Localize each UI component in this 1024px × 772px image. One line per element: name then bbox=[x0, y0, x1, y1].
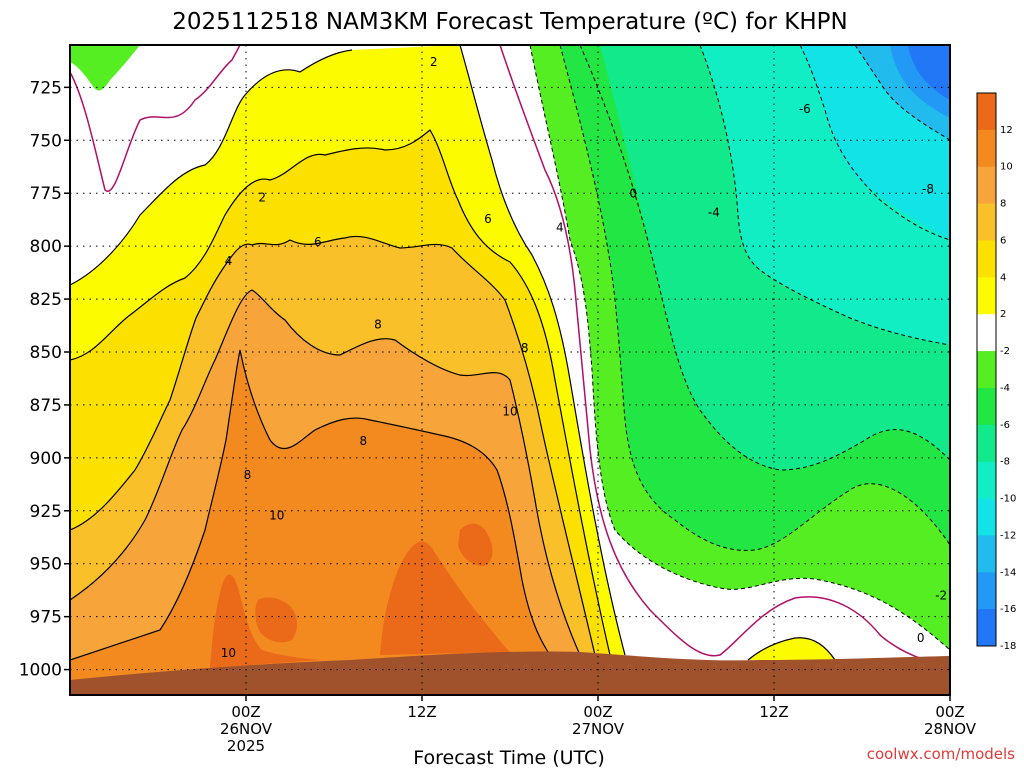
colorbar-swatch bbox=[977, 461, 996, 500]
contour-label: 10 bbox=[269, 508, 284, 522]
colorbar-label: -4 bbox=[1000, 383, 1010, 394]
contour-label: -8 bbox=[922, 182, 934, 196]
colorbar-label: -18 bbox=[1000, 641, 1016, 652]
contour-label: 10 bbox=[221, 646, 236, 660]
colorbar-label: 12 bbox=[1000, 125, 1013, 136]
x-tick-label: 00Z bbox=[935, 703, 964, 721]
y-tick-label: 725 bbox=[30, 78, 62, 98]
band-12-to-14 bbox=[210, 574, 320, 668]
colorbar-swatch bbox=[977, 351, 996, 389]
colorbar-swatch bbox=[977, 93, 996, 131]
colorbar-label: 6 bbox=[1000, 235, 1006, 246]
contour-label: 4 bbox=[225, 254, 233, 268]
colorbar-label: -16 bbox=[1000, 604, 1016, 615]
x-tick-label: 00Z bbox=[231, 703, 260, 721]
y-tick-label: 900 bbox=[30, 449, 62, 469]
colorbar-swatch bbox=[977, 129, 996, 168]
x-tick-label: 27NOV bbox=[572, 720, 625, 738]
colorbar-label: -2 bbox=[1000, 346, 1010, 357]
colorbar-label: 4 bbox=[1000, 272, 1006, 283]
chart-title: 2025112518 NAM3KM Forecast Temperature (… bbox=[172, 9, 847, 35]
contour-label: -2 bbox=[935, 589, 947, 603]
colorbar-swatch bbox=[977, 203, 996, 241]
contour-lines bbox=[70, 45, 836, 661]
y-axis: 725 750 775 800 825 850 875 900 925 950 975 1000 bbox=[19, 78, 70, 681]
x-tick-label: 12Z bbox=[407, 703, 436, 721]
y-tick-label: 875 bbox=[30, 396, 62, 416]
colorbar-label: -12 bbox=[1000, 530, 1016, 541]
band-top-left-green bbox=[70, 45, 140, 91]
y-tick-label: 850 bbox=[30, 343, 62, 363]
plot-frame bbox=[69, 44, 951, 696]
band-12-to-14-d bbox=[458, 523, 493, 566]
colorbar-swatch bbox=[977, 314, 996, 352]
temperature-field bbox=[70, 45, 950, 695]
contour-label: 8 bbox=[360, 434, 368, 448]
x-axis-label: Forecast Time (UTC) bbox=[413, 747, 604, 768]
y-tick-label: 825 bbox=[30, 290, 62, 310]
colorbar-label: -6 bbox=[1000, 420, 1010, 431]
colorbar-swatch bbox=[977, 572, 996, 610]
colorbar-swatch bbox=[977, 166, 996, 205]
y-tick-label: 775 bbox=[30, 184, 62, 204]
colorbar-swatch bbox=[977, 387, 996, 426]
colorbar-swatch bbox=[977, 424, 996, 463]
contour-label: 2 bbox=[258, 191, 266, 205]
contour-label: 2 bbox=[430, 55, 438, 69]
contour-label: 6 bbox=[484, 212, 492, 226]
colorbar-label: -8 bbox=[1000, 457, 1010, 468]
colorbar-label: -14 bbox=[1000, 567, 1016, 578]
colorbar-swatch bbox=[977, 609, 996, 647]
contour-label: 0 bbox=[629, 186, 637, 200]
band-12-to-14-c bbox=[255, 597, 298, 643]
terrain bbox=[70, 651, 950, 695]
y-tick-label: 1000 bbox=[19, 661, 62, 681]
x-tick-label: 28NOV bbox=[924, 720, 977, 738]
freezing-contours bbox=[70, 45, 926, 661]
y-tick-label: 975 bbox=[30, 608, 62, 628]
contour-label: 0 bbox=[917, 631, 925, 645]
colorbar-label: -10 bbox=[1000, 494, 1016, 505]
y-tick-label: 950 bbox=[30, 555, 62, 575]
contour-label: 4 bbox=[556, 220, 564, 234]
contour-label: 8 bbox=[521, 341, 529, 355]
colorbar-frame bbox=[976, 92, 997, 647]
colorbar-swatch bbox=[977, 535, 996, 573]
colorbar-label: 10 bbox=[1000, 162, 1013, 173]
contour-labels: 2 2 4 6 4 6 8 8 8 10 8 10 10 0 -4 -6 -8 -2 0 bbox=[221, 55, 947, 660]
y-tick-label: 800 bbox=[30, 237, 62, 257]
y-tick-label: 750 bbox=[30, 131, 62, 151]
colorbar-swatch bbox=[977, 277, 996, 315]
contour-label: 8 bbox=[244, 468, 252, 482]
band-2-to-4-right bbox=[748, 637, 835, 660]
contour-label: -6 bbox=[799, 102, 811, 116]
negative-contours bbox=[529, 45, 950, 651]
x-tick-label: 26NOV bbox=[220, 720, 273, 738]
colorbar-swatch bbox=[977, 240, 996, 278]
x-tick-label: 12Z bbox=[759, 703, 788, 721]
x-tick-label: 2025 bbox=[227, 737, 265, 755]
colorbar: 12 10 8 6 4 2 -2 -4 -6 -8 -10 -12 -14 -16 -18 bbox=[976, 92, 1016, 652]
band-12-to-14-b bbox=[380, 541, 510, 655]
contour-label: -4 bbox=[708, 205, 720, 219]
band-minus-16-to-minus-18 bbox=[908, 45, 950, 100]
contour-label: 10 bbox=[502, 405, 517, 419]
contour-label: 6 bbox=[314, 235, 322, 249]
colorbar-swatch bbox=[977, 498, 996, 536]
colorbar-label: 2 bbox=[1000, 309, 1006, 320]
contour-label: 8 bbox=[374, 318, 382, 332]
y-tick-label: 925 bbox=[30, 502, 62, 522]
x-tick-label: 00Z bbox=[583, 703, 612, 721]
colorbar-label: 8 bbox=[1000, 199, 1006, 210]
watermark: coolwx.com/models bbox=[867, 745, 1015, 763]
